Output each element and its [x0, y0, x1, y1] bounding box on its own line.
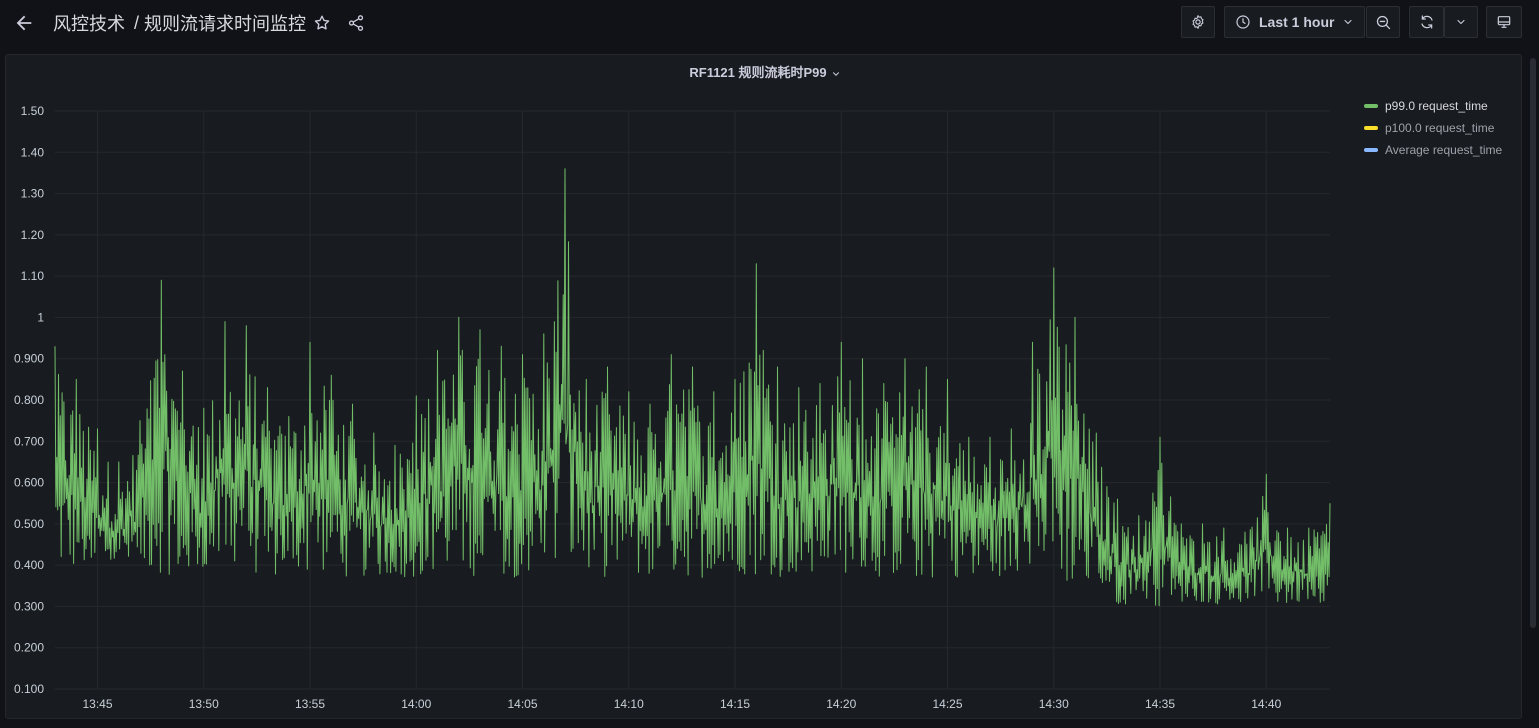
x-tick-label: 14:30 — [1039, 697, 1069, 711]
x-tick-label: 13:50 — [189, 697, 219, 711]
share-icon — [348, 15, 364, 31]
chevron-down-icon — [832, 71, 839, 76]
back-button[interactable] — [10, 9, 38, 37]
share-button[interactable] — [344, 11, 368, 35]
x-tick-label: 14:25 — [932, 697, 962, 711]
y-tick-label: 1.50 — [21, 104, 45, 118]
chart-legend: p99.0 request_time p100.0 request_time A… — [1364, 95, 1502, 161]
x-tick-label: 14:00 — [401, 697, 431, 711]
refresh-icon — [1420, 15, 1433, 29]
y-tick-label: 0.800 — [14, 393, 44, 407]
y-tick-label: 1 — [37, 310, 44, 324]
dashboard-settings-button[interactable] — [1181, 6, 1215, 38]
breadcrumb: 风控技术 / 规则流请求时间监控 — [53, 10, 306, 36]
x-tick-label: 14:05 — [507, 697, 537, 711]
zoom-out-icon — [1376, 15, 1390, 29]
scrollbar[interactable] — [1530, 58, 1536, 628]
x-tick-label: 14:15 — [720, 697, 750, 711]
legend-label: p100.0 request_time — [1385, 121, 1495, 135]
chevron-down-icon — [1344, 19, 1353, 25]
y-tick-label: 0.200 — [14, 641, 44, 655]
breadcrumb-separator: / — [134, 12, 140, 33]
x-tick-label: 14:35 — [1145, 697, 1175, 711]
star-button[interactable] — [310, 11, 334, 35]
x-axis: 13:45 13:50 13:55 14:00 14:05 14:10 14:15 14:20… — [82, 697, 1281, 711]
legend-swatch — [1364, 148, 1378, 152]
legend-item[interactable]: Average request_time — [1364, 139, 1502, 161]
legend-label: Average request_time — [1385, 143, 1503, 157]
y-tick-label: 0.600 — [14, 476, 44, 490]
legend-item[interactable]: p100.0 request_time — [1364, 117, 1502, 139]
legend-swatch — [1364, 104, 1378, 108]
x-tick-label: 13:55 — [295, 697, 325, 711]
monitor-icon — [1497, 16, 1511, 28]
refresh-button[interactable] — [1409, 6, 1444, 38]
clock-icon — [1236, 15, 1250, 29]
y-axis: 0.100 0.200 0.300 0.400 0.500 0.600 0.700 0.800… — [14, 104, 44, 696]
y-tick-label: 1.40 — [21, 145, 45, 159]
arrow-left-icon — [16, 15, 32, 31]
top-navbar: 风控技术 / 规则流请求时间监控 Last 1 hour — [0, 0, 1539, 46]
y-tick-label: 0.400 — [14, 558, 44, 572]
legend-label: p99.0 request_time — [1385, 99, 1488, 113]
refresh-interval-picker[interactable] — [1444, 6, 1478, 38]
x-tick-label: 14:10 — [614, 697, 644, 711]
y-tick-label: 1.20 — [21, 228, 45, 242]
zoom-out-button[interactable] — [1366, 6, 1400, 38]
y-tick-label: 0.700 — [14, 434, 44, 448]
x-tick-label: 14:20 — [826, 697, 856, 711]
x-tick-label: 14:40 — [1251, 697, 1281, 711]
breadcrumb-folder[interactable]: 风控技术 — [53, 14, 125, 34]
tv-mode-button[interactable] — [1486, 6, 1522, 38]
gear-icon — [1192, 15, 1204, 29]
series-line — [54, 168, 1331, 607]
time-range-label: Last 1 hour — [1259, 14, 1335, 30]
y-tick-label: 0.100 — [14, 682, 44, 696]
dashboard-title[interactable]: 规则流请求时间监控 — [144, 14, 307, 34]
y-tick-label: 1.30 — [21, 187, 45, 201]
x-tick-label: 13:45 — [82, 697, 112, 711]
panel-title-text: RF1121 规则流耗时P99 — [689, 65, 827, 80]
y-tick-label: 0.900 — [14, 352, 44, 366]
legend-swatch — [1364, 126, 1378, 130]
panel-title[interactable]: RF1121 规则流耗时P99 — [0, 62, 1530, 81]
y-tick-label: 0.500 — [14, 517, 44, 531]
y-tick-label: 1.10 — [21, 269, 45, 283]
chart-series — [54, 168, 1331, 607]
legend-item[interactable]: p99.0 request_time — [1364, 95, 1502, 117]
star-icon — [314, 15, 330, 30]
time-range-picker[interactable]: Last 1 hour — [1224, 6, 1365, 38]
y-tick-label: 0.300 — [14, 599, 44, 613]
chevron-down-icon — [1457, 19, 1465, 25]
